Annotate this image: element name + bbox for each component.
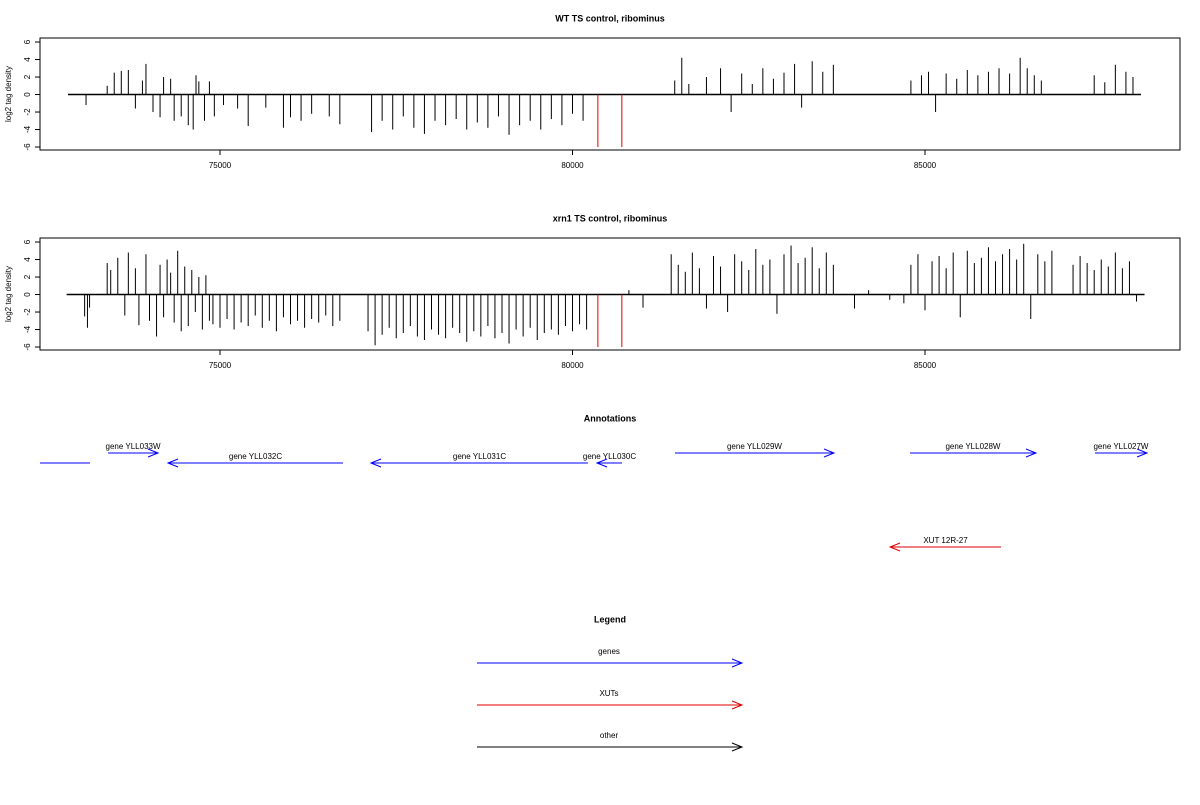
y-axis-label: log2 tag density [4,66,13,122]
feature-arrow [369,458,589,468]
y-tick-label: 4 [23,257,32,262]
chart-title: WT TS control, ribominus [555,13,665,23]
x-tick-label: 80000 [561,361,584,370]
legend-title: Legend [594,614,626,624]
legend-label: genes [598,647,620,656]
y-axis-label: log2 tag density [4,266,13,322]
y-tick-label: 0 [23,292,32,297]
feature-arrow [595,458,622,468]
feature-arrow [108,448,160,458]
annotation-track: gene YLL033W gene YLL032C gene YLL031C gene… [40,442,1149,552]
x-tick-label: 75000 [209,161,232,170]
x-tick-label: 75000 [209,361,232,370]
feature-label: gene YLL029W [727,442,782,451]
feature-arrow [40,462,90,464]
y-tick-label: -6 [23,343,32,351]
feature-label: gene YLL027W [1093,442,1148,451]
y-tick-label: 4 [23,57,32,62]
annotations-title: Annotations [584,413,637,423]
y-tick-label: -4 [23,325,32,333]
chart-title: xrn1 TS control, ribominus [553,213,668,223]
y-tick-label: -2 [23,108,32,116]
feature-label: gene YLL030C [583,452,636,461]
arrow [477,742,744,752]
feature-arrow [888,542,1001,552]
y-tick-label: 6 [23,39,32,44]
feature-arrow [909,448,1038,458]
y-tick-label: 2 [23,74,32,79]
x-tick-label: 85000 [914,161,937,170]
feature-label: gene YLL028W [945,442,1000,451]
feature-label: gene YLL033W [106,442,161,451]
plot-frame [39,237,1181,351]
y-tick-label: 6 [23,239,32,244]
legend-label: XUTs [599,689,618,698]
y-tick-label: -6 [23,143,32,151]
plot-frame [39,37,1181,151]
y-tick-label: 0 [23,92,32,97]
feature-label: gene YLL031C [453,452,506,461]
y-tick-label: -2 [23,308,32,316]
feature-label: XUT 12R-27 [923,536,968,545]
x-tick-label: 80000 [561,161,584,170]
feature-arrow [166,458,344,468]
feature-arrow [1094,448,1149,458]
arrow [477,658,744,668]
y-tick-label: -4 [23,125,32,133]
arrow [477,700,744,710]
legend-label: other [600,731,619,740]
y-tick-label: 2 [23,274,32,279]
feature-label: gene YLL032C [229,452,282,461]
feature-arrow [675,448,836,458]
x-tick-label: 85000 [914,361,937,370]
